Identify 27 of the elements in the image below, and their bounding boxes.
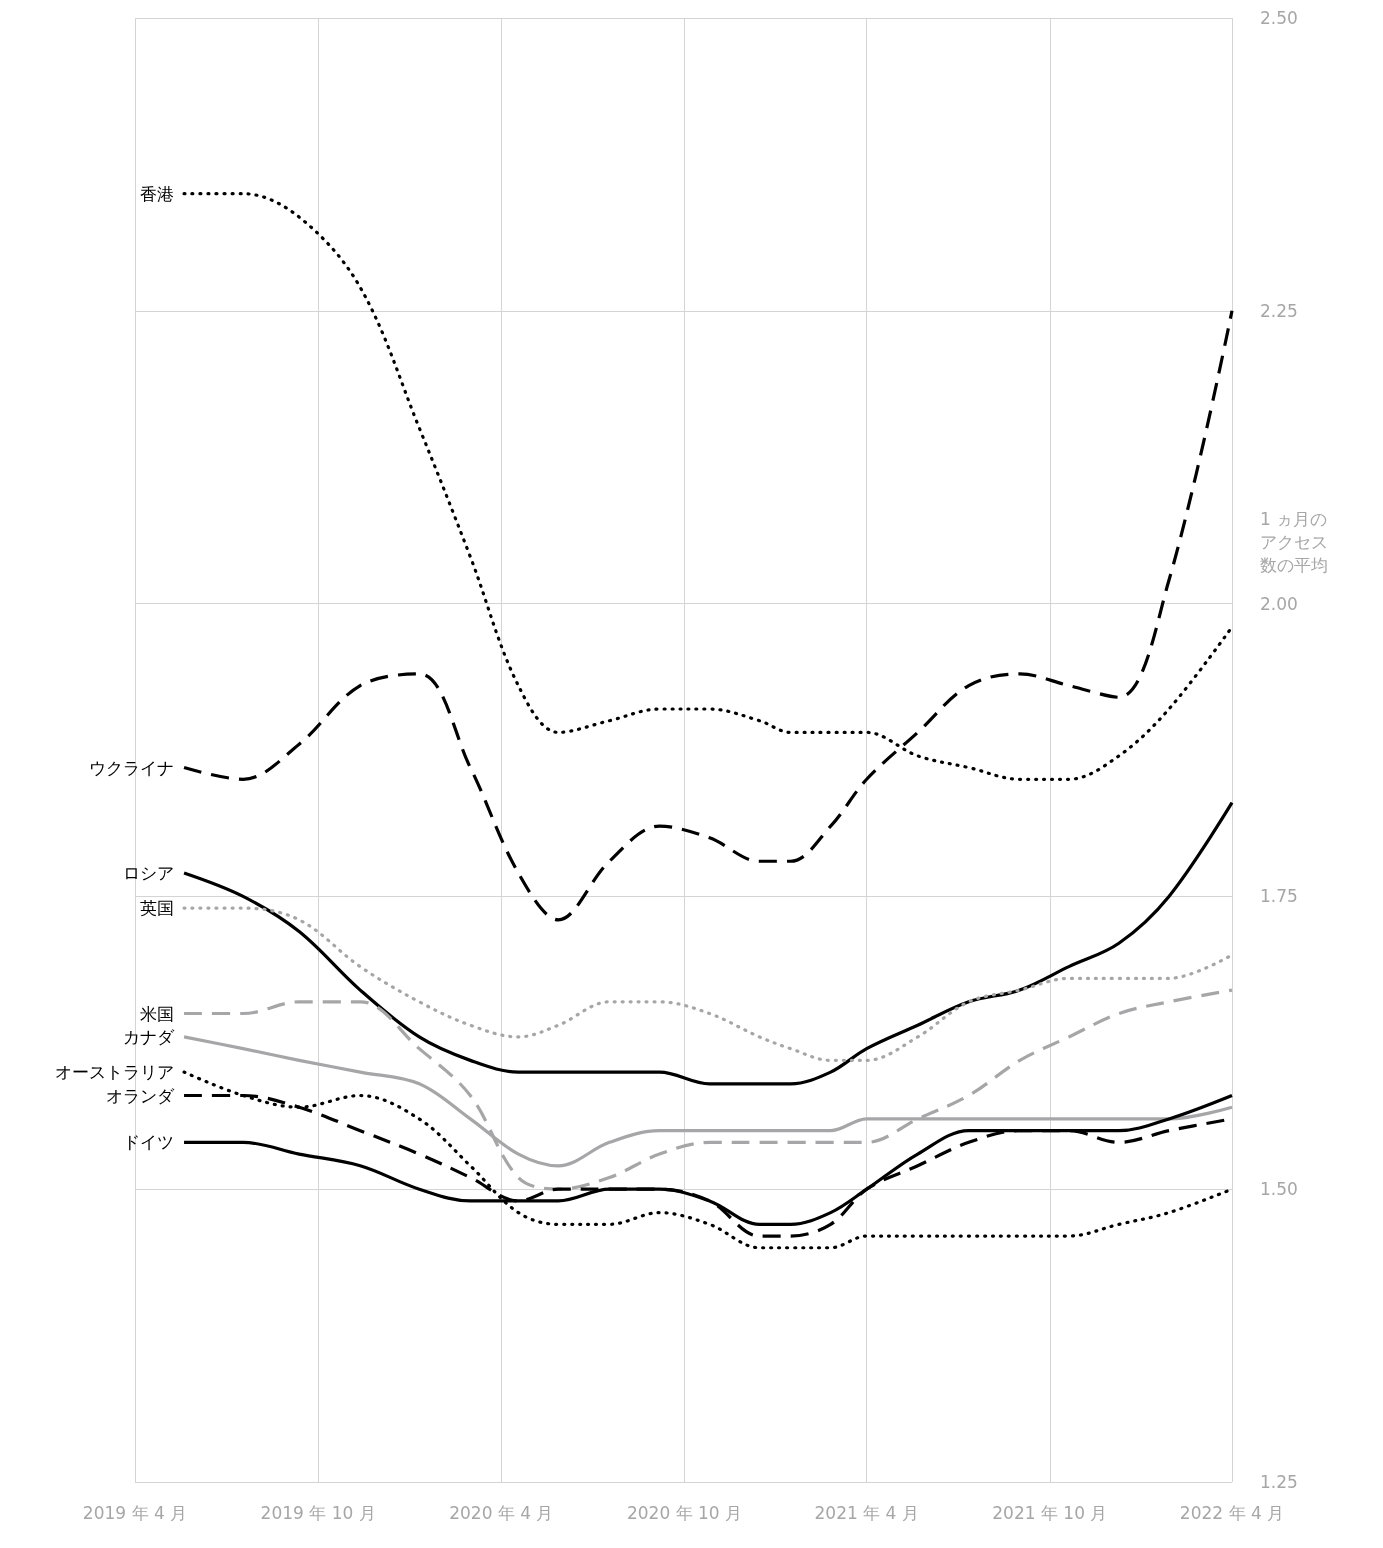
series-label: 米国 <box>140 1003 175 1024</box>
y-tick-label: 2.50 <box>1260 8 1298 28</box>
y-tick-label: 1.50 <box>1260 1179 1298 1200</box>
line-series <box>182 801 1234 1086</box>
y-tick-label: 2.25 <box>1260 300 1298 321</box>
series-label: カナダ <box>123 1026 176 1047</box>
series-label: ウクライナ <box>89 757 175 778</box>
x-tick-label: 2022 年 4 月 <box>1179 1502 1285 1523</box>
y-axis-title: 1 ヵ月のアクセス数の平均 <box>1260 509 1328 576</box>
y-tick-label: 2.00 <box>1260 593 1298 614</box>
x-tick-label: 2019 年 10 月 <box>260 1502 376 1523</box>
line-series <box>182 309 1234 922</box>
x-tick-label: 2021 年 4 月 <box>814 1502 919 1523</box>
series-label: ロシア <box>123 862 175 883</box>
series-label: ドイツ <box>123 1132 175 1153</box>
x-tick-label: 2020 年 4 月 <box>449 1502 554 1523</box>
series-label: オーストラリア <box>55 1062 175 1083</box>
line-series <box>182 192 1234 781</box>
series-label: 香港 <box>140 183 175 204</box>
y-tick-label: 1.75 <box>1260 886 1298 907</box>
series-label: 英国 <box>140 898 175 919</box>
series-label: オランダ <box>106 1085 176 1106</box>
line-series <box>182 988 1234 1191</box>
x-tick-label: 2019 年 4 月 <box>82 1502 188 1523</box>
y-tick-label: 1.25 <box>1260 1472 1298 1492</box>
x-tick-label: 2021 年 10 月 <box>992 1502 1108 1523</box>
x-tick-label: 2020 年 10 月 <box>626 1502 743 1523</box>
